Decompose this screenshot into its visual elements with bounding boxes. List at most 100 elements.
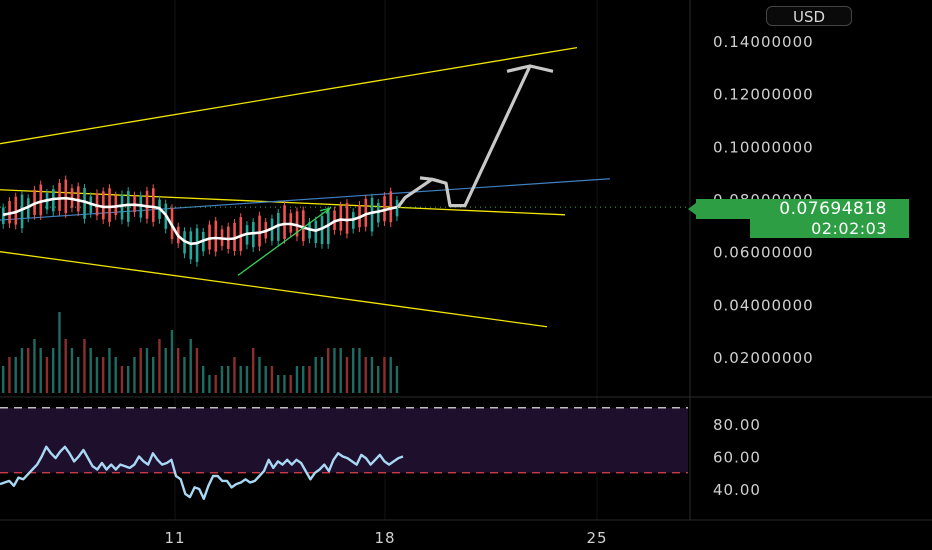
volume-bar (370, 357, 374, 393)
candle-body (127, 191, 130, 222)
volume-bar (108, 348, 111, 393)
candle-body (345, 202, 349, 234)
upper-trendline (0, 46, 578, 145)
candle-body (233, 222, 236, 251)
volume-bar (114, 357, 117, 393)
volume-bar (95, 357, 99, 393)
volume-bar (27, 348, 30, 393)
volume-bar (2, 366, 5, 393)
volume-bar (252, 348, 255, 393)
volume-bar (8, 357, 11, 393)
candle-body (39, 184, 43, 216)
time-axis[interactable]: 11 18 25 (164, 529, 607, 547)
volume-bar (145, 348, 149, 393)
candle-body (320, 216, 324, 245)
volume-bar (239, 366, 242, 393)
volume-bar (177, 348, 180, 393)
volume-bar (70, 348, 74, 393)
candle-body (214, 220, 218, 252)
projection-arrow-head (506, 64, 554, 73)
volume-bar (302, 366, 305, 393)
volume-bar (227, 366, 230, 393)
volume-bar (395, 366, 399, 393)
moving-average-path (2, 196, 398, 246)
candle-body (370, 197, 374, 232)
candle-body (102, 191, 105, 220)
volume-bar (127, 366, 130, 393)
volume-bar (120, 366, 124, 393)
volume-bar (33, 339, 36, 393)
volume-bar (320, 357, 324, 393)
time-tick-label: 25 (586, 529, 607, 547)
channel-lower-line (0, 251, 548, 328)
candle-body (258, 215, 261, 247)
volume-bar (245, 366, 249, 393)
price-tick-label: 0.14000000 (713, 33, 814, 51)
volume-bar (214, 375, 217, 393)
volume-bar (345, 357, 349, 393)
candle-body (58, 182, 61, 211)
green-rising-arrow (237, 207, 331, 276)
candle-body (2, 207, 5, 225)
time-tick-label: 11 (164, 529, 185, 547)
rsi-path (0, 445, 404, 500)
volume-bar (220, 366, 224, 393)
projection-arrow-tip (419, 176, 440, 183)
candle-body (239, 217, 243, 251)
time-tick-label: 18 (374, 529, 395, 547)
green-arrow-head (319, 207, 332, 214)
rsi-band-fill (0, 407, 688, 473)
rsi-tick-label: 60.00 (713, 449, 761, 467)
volume-bar (352, 348, 355, 393)
candle-body (302, 210, 305, 242)
candle-body (145, 190, 149, 219)
volume-bar (308, 366, 311, 393)
candle-body (14, 196, 18, 225)
volume-bar (383, 357, 386, 393)
price-tick-label: 0.02000000 (713, 349, 814, 367)
volume-bar (52, 348, 55, 393)
rsi-tick-label: 40.00 (713, 481, 761, 499)
candle-body (20, 194, 24, 229)
rsi-axis[interactable]: 80.00 60.00 40.00 (713, 416, 761, 499)
candle-body (283, 205, 286, 239)
trendlines (0, 46, 690, 328)
volume-bar (170, 330, 174, 393)
volume-bar (102, 357, 105, 393)
volume-bar (295, 366, 299, 393)
candle-body (389, 191, 393, 223)
price-badge-pointer (688, 203, 696, 215)
bar-countdown-badge: 02:02:03 (750, 219, 909, 238)
volume-bar (77, 357, 80, 393)
moving-average-line (2, 196, 398, 246)
volume-bar (327, 348, 330, 393)
volume-bar (202, 366, 205, 393)
volume-bar (14, 357, 17, 393)
volume-bar (133, 357, 136, 393)
candle-body (108, 188, 111, 222)
price-tick-label: 0.12000000 (713, 86, 814, 104)
candle-body (83, 187, 86, 219)
projection-arrows (237, 64, 554, 276)
volume-bar (258, 357, 261, 393)
volume-bar (189, 339, 192, 393)
currency-button[interactable]: USD (766, 6, 852, 26)
volume-bar (377, 366, 380, 393)
volume-bar (89, 348, 92, 393)
volume-bars (2, 312, 399, 393)
volume-bar (139, 348, 142, 393)
volume-bar (364, 357, 367, 393)
last-price-badge: 0.07694818 (696, 199, 909, 219)
candle-body (295, 211, 299, 237)
rsi-line (0, 445, 404, 500)
projection-path (396, 65, 532, 209)
volume-bar (389, 357, 392, 393)
rsi-panel-band (0, 407, 688, 474)
volume-bar (270, 366, 274, 393)
volume-bar (39, 348, 42, 393)
grid-lines (0, 0, 932, 521)
candle-body (189, 231, 193, 260)
volume-bar (183, 357, 186, 393)
rsi-tick-label: 80.00 (713, 416, 761, 434)
